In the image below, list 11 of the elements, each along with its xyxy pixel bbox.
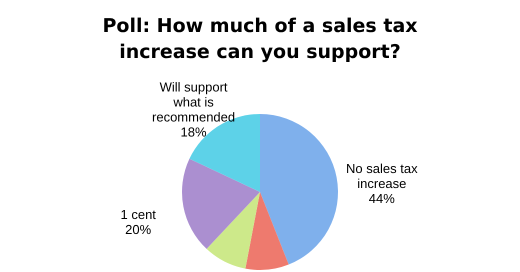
chart-title: Poll: How much of a sales tax increase can you support? bbox=[102, 15, 418, 63]
slice-label: 1 cent bbox=[120, 207, 156, 222]
data-label: 20% bbox=[125, 222, 152, 238]
data-label: 44% bbox=[368, 190, 396, 206]
slice-label: No sales tax increase bbox=[346, 160, 418, 191]
pie-slice bbox=[245, 192, 289, 270]
pie-slice bbox=[182, 158, 260, 249]
slice-label: Will support what is recommended bbox=[152, 79, 236, 124]
data-label: 18% bbox=[180, 124, 207, 140]
pie-slice bbox=[260, 114, 338, 265]
pie-slice bbox=[206, 192, 260, 269]
